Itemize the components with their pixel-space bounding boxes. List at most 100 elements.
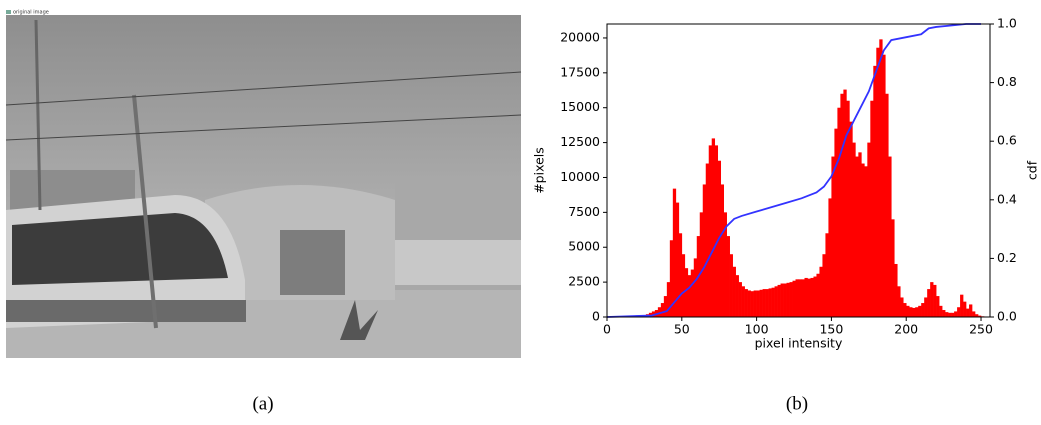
y2-tick-label: 0.0 (997, 309, 1017, 324)
bar (891, 219, 894, 317)
bar (721, 184, 724, 317)
bar (730, 254, 733, 317)
bar (936, 296, 939, 317)
y-tick-label: 17500 (560, 64, 600, 79)
bar (736, 275, 739, 317)
bar (816, 274, 819, 317)
bar (804, 278, 807, 317)
bar (688, 275, 691, 317)
cdf-line (607, 24, 981, 317)
bar (772, 288, 775, 317)
bar (969, 304, 972, 317)
x-tick-label: 50 (674, 322, 690, 337)
bar (942, 310, 945, 317)
bar (885, 94, 888, 317)
bar (960, 295, 963, 317)
bar (933, 285, 936, 317)
bar (745, 289, 748, 317)
x-tick-label: 200 (894, 322, 918, 337)
tram-skirt (6, 300, 246, 322)
bar (691, 270, 694, 317)
bar (867, 143, 870, 317)
bar (900, 297, 903, 317)
bar (843, 90, 846, 317)
bar (793, 281, 796, 317)
bar (748, 290, 751, 317)
y-tick-label: 10000 (560, 169, 600, 184)
x-axis-label: pixel intensity (755, 336, 843, 351)
bar (825, 233, 828, 317)
bar (834, 129, 837, 317)
y-tick-label: 12500 (560, 134, 600, 149)
bar (822, 254, 825, 317)
bar (694, 258, 697, 317)
bar (966, 309, 969, 317)
y2-tick-label: 1.0 (997, 16, 1017, 31)
bar (861, 164, 864, 317)
plot-frame (607, 24, 990, 317)
x-tick-label: 0 (603, 322, 611, 337)
bar (709, 145, 712, 317)
y2-axis-label: cdf (1025, 160, 1040, 180)
bar (873, 66, 876, 317)
bar (924, 297, 927, 317)
bar (858, 152, 861, 317)
bar (760, 290, 763, 317)
bar (661, 303, 664, 317)
bar (703, 184, 706, 317)
bar (700, 212, 703, 317)
window-title: original image (13, 10, 49, 16)
bar (840, 94, 843, 317)
bar (897, 286, 900, 317)
bar (739, 282, 742, 317)
figure: original image (a) (b) 05010015020025002… (0, 0, 1041, 425)
bar (852, 143, 855, 317)
y-tick-label: 20000 (560, 29, 600, 44)
bar (673, 189, 676, 317)
y-tick-label: 15000 (560, 99, 600, 114)
bar (813, 277, 816, 317)
bar (918, 306, 921, 317)
bar (727, 236, 730, 317)
bar (939, 306, 942, 317)
bar (879, 39, 882, 317)
bar (769, 288, 772, 317)
bar (781, 284, 784, 317)
x-tick-label: 150 (819, 322, 843, 337)
bar (849, 122, 852, 317)
y-tick-label: 2500 (568, 274, 600, 289)
bar (685, 268, 688, 317)
y2-tick-label: 0.2 (997, 250, 1017, 265)
y2-tick-label: 0.6 (997, 133, 1017, 148)
bar (888, 157, 891, 317)
bar (664, 296, 667, 317)
bar (927, 289, 930, 317)
y-tick-label: 5000 (568, 239, 600, 254)
bar (831, 157, 834, 317)
bar (906, 306, 909, 317)
bar (733, 267, 736, 317)
bar (945, 312, 948, 317)
bar (828, 198, 831, 317)
gate-opening (280, 230, 345, 295)
y-tick-label: 0 (592, 309, 600, 324)
bar (963, 302, 966, 317)
bar (784, 284, 787, 317)
y-tick-label: 7500 (568, 204, 600, 219)
bar (909, 307, 912, 317)
bar (742, 286, 745, 317)
bar (706, 164, 709, 317)
bar (876, 48, 879, 317)
window-icon (6, 10, 11, 14)
bar (763, 289, 766, 317)
bar (751, 291, 754, 317)
wall (395, 240, 521, 285)
bar (775, 286, 778, 317)
bar (712, 138, 715, 317)
y-axis-label: #pixels (532, 147, 547, 194)
bar (948, 313, 951, 317)
bar (903, 303, 906, 317)
bar (915, 307, 918, 317)
bar (810, 278, 813, 317)
bar (930, 282, 933, 317)
